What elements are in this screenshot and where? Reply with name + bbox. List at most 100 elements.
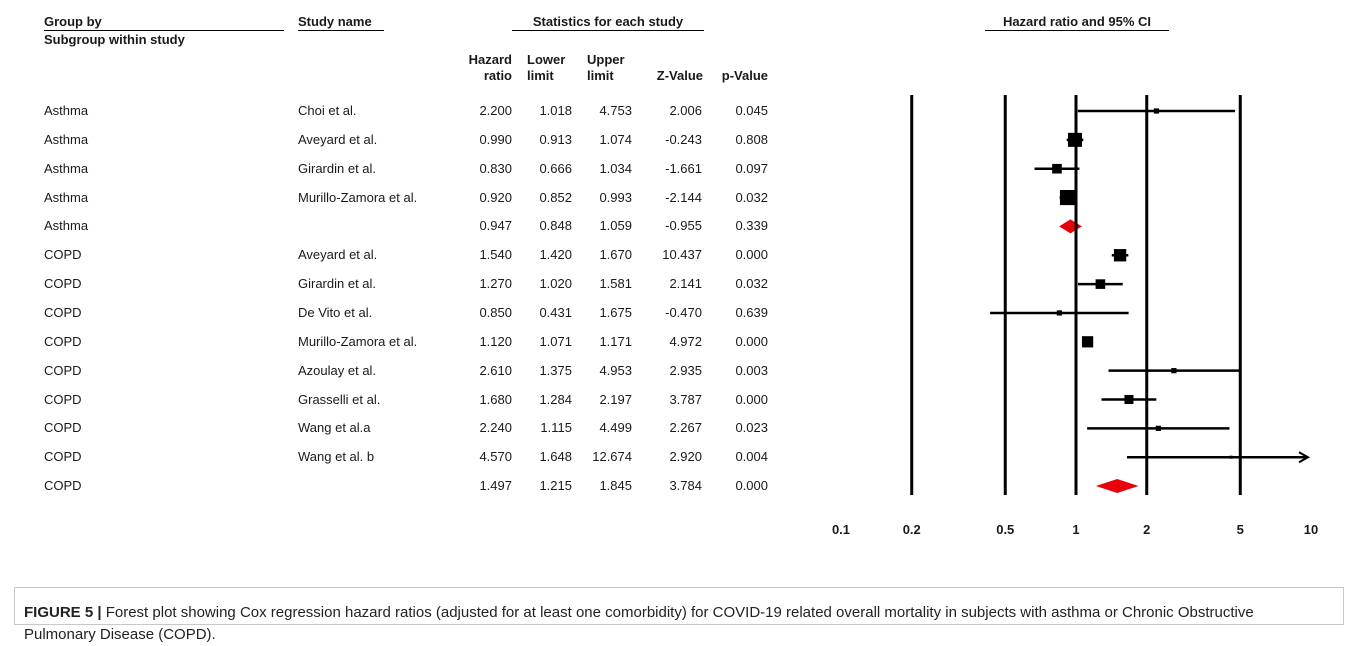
- x-tick-label: 0.2: [903, 522, 921, 537]
- group-by-header: Group by: [44, 14, 284, 31]
- cell-p: 0.639: [735, 304, 768, 320]
- cell-p: 0.003: [735, 362, 768, 378]
- cell-group: Asthma: [44, 218, 89, 234]
- cell-hr: 0.947: [479, 218, 512, 234]
- cell-p: 0.004: [735, 449, 768, 465]
- cell-group: COPD: [44, 333, 82, 349]
- cell-upper: 12.674: [592, 449, 632, 465]
- cell-hr: 1.540: [479, 247, 512, 263]
- cell-z: -0.955: [665, 218, 702, 234]
- cell-study: Choi et al.: [298, 103, 357, 118]
- cell-group: COPD: [44, 420, 82, 436]
- cell-group: COPD: [44, 391, 82, 407]
- cell-z: 10.437: [662, 247, 702, 263]
- hazard-ratio-marker: [1153, 108, 1160, 114]
- cell-z: -1.661: [665, 160, 702, 176]
- cell-study: Wang et al. b: [298, 449, 375, 465]
- cell-hr: 0.990: [479, 131, 512, 147]
- cell-lower: 1.071: [539, 333, 572, 349]
- cell-z: -0.470: [665, 304, 702, 320]
- cell-study: Azoulay et al.: [298, 362, 377, 378]
- stats-title: Statistics for each study: [512, 14, 704, 31]
- cell-p: 0.000: [735, 478, 768, 494]
- hazard-ratio-marker: [1095, 279, 1106, 289]
- cell-p: 0.808: [735, 131, 768, 147]
- cell-group: COPD: [44, 449, 82, 465]
- cell-lower: 0.852: [539, 189, 572, 205]
- hazard-ratio-marker: [1124, 394, 1134, 405]
- cell-group: Asthma: [44, 131, 89, 147]
- study-name-label: Study name: [298, 14, 384, 31]
- cell-upper: 0.993: [599, 189, 632, 205]
- cell-study: Aveyard et al.: [298, 131, 378, 147]
- cell-hr: 0.830: [479, 160, 512, 176]
- stats-header: Statistics for each study: [512, 14, 704, 31]
- cell-study: Girardin et al.: [298, 276, 377, 292]
- summary-diamond: [1059, 219, 1082, 234]
- hazard-ratio-marker: [1059, 190, 1076, 206]
- cell-z: 2.006: [669, 103, 702, 118]
- cell-p: 0.097: [735, 160, 768, 176]
- cell-p: 0.023: [735, 420, 768, 436]
- hazard-ratio-marker: [1081, 336, 1094, 348]
- x-tick-label: 1: [1072, 522, 1079, 537]
- col-p-header: p-Value: [721, 68, 768, 83]
- cell-hr: 1.680: [479, 391, 512, 407]
- cell-p: 0.000: [735, 333, 768, 349]
- caption-label: FIGURE 5 |: [24, 604, 102, 621]
- figure-caption: FIGURE 5 | Forest plot showing Cox regre…: [24, 602, 1324, 646]
- cell-study: Wang et al.a: [298, 420, 371, 436]
- cell-lower: 0.666: [539, 160, 572, 176]
- cell-hr: 1.120: [479, 333, 512, 349]
- cell-lower: 1.420: [539, 247, 572, 263]
- hazard-ratio-marker: [1113, 249, 1127, 262]
- cell-hr: 2.240: [479, 420, 512, 436]
- col-hr-header: Hazard ratio: [468, 52, 512, 83]
- cell-p: 0.000: [735, 391, 768, 407]
- cell-upper: 1.059: [599, 218, 632, 234]
- x-tick-label: 0.5: [996, 522, 1014, 537]
- cell-p: 0.032: [735, 276, 768, 292]
- cell-upper: 1.074: [599, 131, 632, 147]
- cell-study: Murillo-Zamora et al.: [298, 189, 418, 205]
- hazard-ratio-marker: [1155, 425, 1161, 431]
- cell-upper: 4.499: [599, 420, 632, 436]
- x-tick-label: 0.1: [832, 522, 850, 537]
- col-lower-header: Lower limit: [527, 52, 566, 83]
- hazard-ratio-marker: [1171, 368, 1177, 374]
- plot-title: Hazard ratio and 95% CI: [985, 14, 1169, 31]
- cell-upper: 2.197: [599, 391, 632, 407]
- cell-lower: 0.848: [539, 218, 572, 234]
- cell-z: 2.920: [669, 449, 702, 465]
- cell-group: Asthma: [44, 160, 89, 176]
- cell-z: 3.784: [669, 478, 702, 494]
- cell-lower: 1.115: [540, 420, 572, 436]
- hazard-ratio-marker: [1229, 455, 1233, 459]
- cell-lower: 0.913: [539, 131, 572, 147]
- cell-group: Asthma: [44, 103, 89, 118]
- cell-hr: 0.920: [479, 189, 512, 205]
- cell-study: Grasselli et al.: [298, 391, 381, 407]
- cell-group: COPD: [44, 247, 82, 263]
- cell-group: COPD: [44, 276, 82, 292]
- cell-p: 0.000: [735, 247, 768, 263]
- hazard-ratio-marker: [1056, 310, 1063, 316]
- cell-hr: 4.570: [479, 449, 512, 465]
- cell-z: 2.141: [669, 276, 702, 292]
- cell-upper: 1.034: [599, 160, 632, 176]
- cell-upper: 1.675: [599, 304, 632, 320]
- cell-hr: 2.610: [479, 362, 512, 378]
- cell-upper: 1.845: [599, 478, 632, 494]
- cell-p: 0.339: [735, 218, 768, 234]
- cell-lower: 0.431: [539, 304, 572, 320]
- cell-group: COPD: [44, 304, 82, 320]
- caption-frame: [14, 587, 1344, 625]
- cell-lower: 1.284: [539, 391, 572, 407]
- cell-hr: 0.850: [479, 304, 512, 320]
- cell-study: Murillo-Zamora et al.: [298, 333, 418, 349]
- cell-lower: 1.375: [539, 362, 572, 378]
- cell-p: 0.032: [735, 189, 768, 205]
- cell-z: -2.144: [665, 189, 702, 205]
- cell-upper: 4.753: [599, 103, 632, 118]
- hazard-ratio-marker: [1052, 163, 1062, 174]
